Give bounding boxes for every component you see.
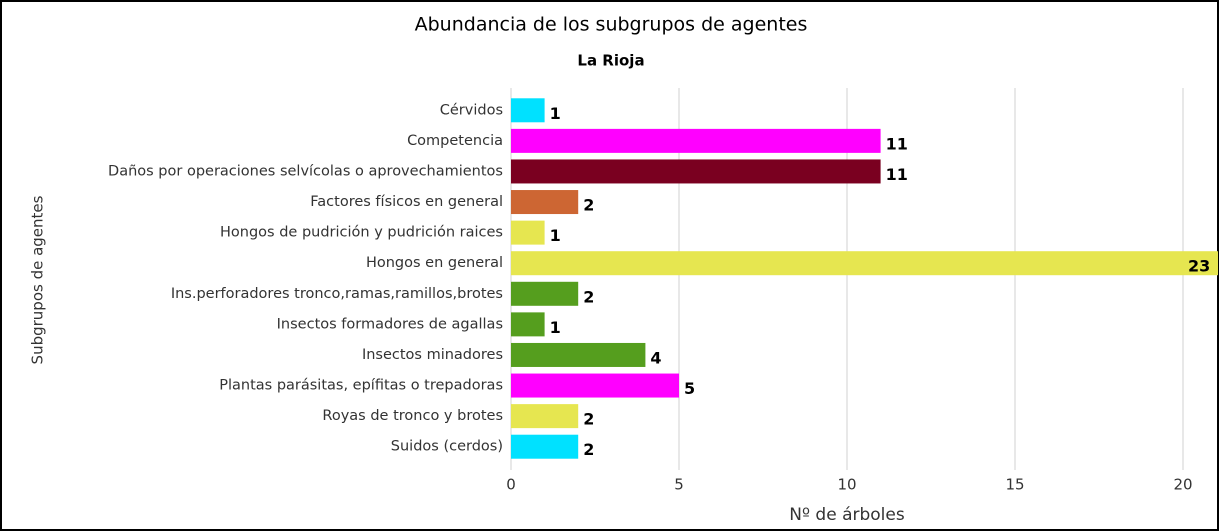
y-tick-label: Factores físicos en general (310, 194, 503, 210)
bar (511, 220, 545, 245)
bar-value-label: 4 (650, 348, 661, 367)
y-tick-label: Plantas parásitas, epífitas o trepadoras (219, 378, 503, 394)
chart-subtitle: La Rioja (577, 52, 644, 70)
bar-value-label: 2 (583, 410, 594, 429)
bar-value-label: 11 (886, 134, 908, 153)
bars (511, 98, 1218, 459)
y-axis-title: Subgrupos de agentes (29, 195, 47, 364)
y-tick-label: Cérvidos (440, 102, 503, 118)
y-tick-label: Suidos (cerdos) (391, 439, 503, 455)
y-tick-label: Insectos formadores de agallas (277, 316, 503, 332)
bar (511, 128, 881, 153)
bar (511, 190, 579, 215)
y-tick-label: Hongos en general (366, 255, 503, 271)
bar (511, 251, 1218, 276)
bar-value-label: 1 (550, 104, 561, 123)
bar-value-label: 2 (583, 196, 594, 215)
y-tick-label: Insectos minadores (362, 347, 503, 363)
bar-value-label: 2 (583, 287, 594, 306)
x-tick-label: 5 (674, 476, 684, 494)
y-tick-label: Competencia (407, 133, 503, 149)
bar (511, 159, 881, 184)
x-tick-label: 10 (837, 476, 856, 494)
bar-value-label: 2 (583, 440, 594, 459)
x-tick-label: 0 (506, 476, 516, 494)
bar-value-label: 5 (684, 379, 695, 398)
chart-title: Abundancia de los subgrupos de agentes (415, 14, 808, 36)
x-axis-title: Nº de árboles (789, 505, 905, 525)
bar-value-label: 11 (886, 165, 908, 184)
bar-value-label: 1 (550, 226, 561, 245)
x-tick-label: 20 (1173, 476, 1192, 494)
bar (511, 434, 579, 459)
bar-value-label: 1 (550, 318, 561, 337)
y-tick-label: Hongos de pudrición y pudrición raices (220, 225, 503, 241)
bar (511, 404, 579, 429)
bar (511, 281, 579, 306)
y-tick-label: Ins.perforadores tronco,ramas,ramillos,b… (171, 286, 503, 302)
bar (511, 373, 679, 398)
bar (511, 312, 545, 337)
x-tick-label: 15 (1005, 476, 1024, 494)
y-tick-label: Royas de tronco y brotes (322, 408, 503, 424)
bar (511, 342, 646, 367)
bar (511, 98, 545, 123)
y-tick-label: Daños por operaciones selvícolas o aprov… (108, 163, 503, 179)
bar-value-label: 23 (1188, 257, 1210, 276)
